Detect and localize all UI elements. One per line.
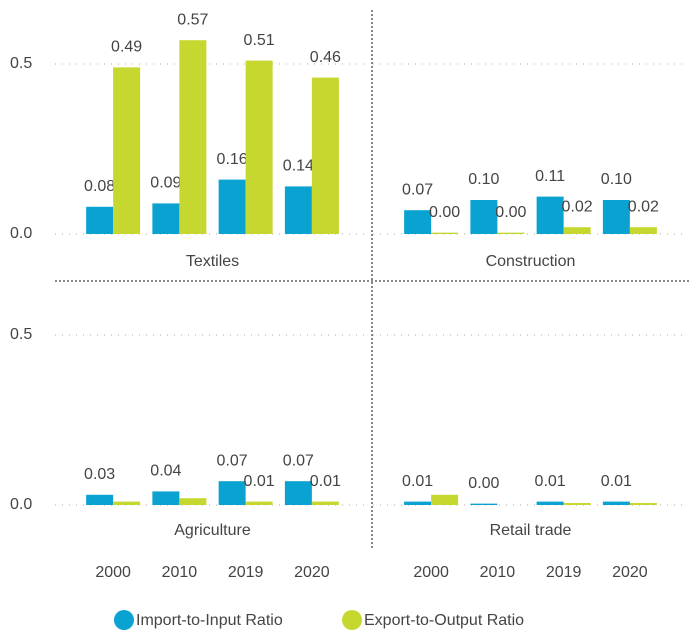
bar xyxy=(470,503,498,505)
data-label: 0.07 xyxy=(217,452,248,469)
data-label: 0.01 xyxy=(601,473,632,490)
data-label: 0.03 xyxy=(84,466,115,483)
panel-title: Agriculture xyxy=(174,522,251,539)
bar xyxy=(629,227,657,234)
bar xyxy=(218,481,246,505)
bar xyxy=(284,481,312,505)
bar xyxy=(563,227,591,234)
y-tick-label: 0.0 xyxy=(10,496,32,513)
bar xyxy=(536,196,564,234)
panel-title: Textiles xyxy=(186,253,239,270)
data-label: 0.01 xyxy=(535,473,566,490)
bar xyxy=(245,501,273,505)
bar xyxy=(404,210,432,234)
data-label: 0.10 xyxy=(468,171,499,188)
bar xyxy=(284,186,312,234)
bar xyxy=(86,494,114,505)
legend-swatch xyxy=(114,610,134,630)
data-label: 0.02 xyxy=(562,198,593,215)
legend-swatch xyxy=(342,610,362,630)
data-label: 0.01 xyxy=(402,473,433,490)
bar xyxy=(113,67,141,235)
bar xyxy=(563,502,591,505)
bar xyxy=(179,498,207,505)
data-label: 0.01 xyxy=(244,473,275,490)
bar xyxy=(497,232,525,234)
x-tick-label: 2019 xyxy=(546,564,582,581)
bar xyxy=(152,491,180,505)
y-tick-label: 0.0 xyxy=(10,225,32,242)
x-tick-label: 2019 xyxy=(228,564,264,581)
data-label: 0.08 xyxy=(84,178,115,195)
x-tick-label: 2020 xyxy=(294,564,330,581)
bar xyxy=(311,77,339,234)
x-tick-label: 2000 xyxy=(413,564,449,581)
bar xyxy=(536,501,564,505)
data-label: 0.02 xyxy=(628,198,659,215)
bar xyxy=(86,206,114,234)
bar xyxy=(629,502,657,505)
bar xyxy=(113,501,141,505)
x-tick-label: 2000 xyxy=(95,564,131,581)
bar xyxy=(311,501,339,505)
data-label: 0.00 xyxy=(429,204,460,221)
bar xyxy=(602,501,630,505)
data-label: 0.49 xyxy=(111,39,142,56)
data-label: 0.00 xyxy=(468,475,499,492)
data-label: 0.16 xyxy=(217,151,248,168)
panel-title: Retail trade xyxy=(490,522,572,539)
data-label: 0.00 xyxy=(495,204,526,221)
data-label: 0.07 xyxy=(283,452,314,469)
panel-title: Construction xyxy=(486,253,576,270)
bar xyxy=(602,200,630,234)
legend-label: Import-to-Input Ratio xyxy=(136,612,283,629)
bar xyxy=(245,60,273,234)
data-label: 0.01 xyxy=(310,473,341,490)
data-label: 0.14 xyxy=(283,158,314,175)
x-tick-label: 2020 xyxy=(612,564,648,581)
bar xyxy=(404,501,432,505)
bar xyxy=(179,40,207,235)
bar xyxy=(152,203,180,234)
x-tick-label: 2010 xyxy=(162,564,198,581)
y-tick-label: 0.5 xyxy=(10,55,32,72)
legend-label: Export-to-Output Ratio xyxy=(364,612,524,629)
data-label: 0.09 xyxy=(150,175,181,192)
bar xyxy=(470,200,498,234)
data-label: 0.11 xyxy=(535,168,565,185)
data-label: 0.46 xyxy=(310,49,341,66)
x-tick-label: 2010 xyxy=(480,564,516,581)
data-label: 0.07 xyxy=(402,181,433,198)
data-label: 0.51 xyxy=(244,32,275,49)
data-label: 0.57 xyxy=(177,11,208,28)
bar xyxy=(218,179,246,234)
bar xyxy=(431,232,459,234)
y-tick-label: 0.5 xyxy=(10,326,32,343)
data-label: 0.10 xyxy=(601,171,632,188)
data-label: 0.04 xyxy=(150,463,181,480)
bar xyxy=(431,494,459,505)
